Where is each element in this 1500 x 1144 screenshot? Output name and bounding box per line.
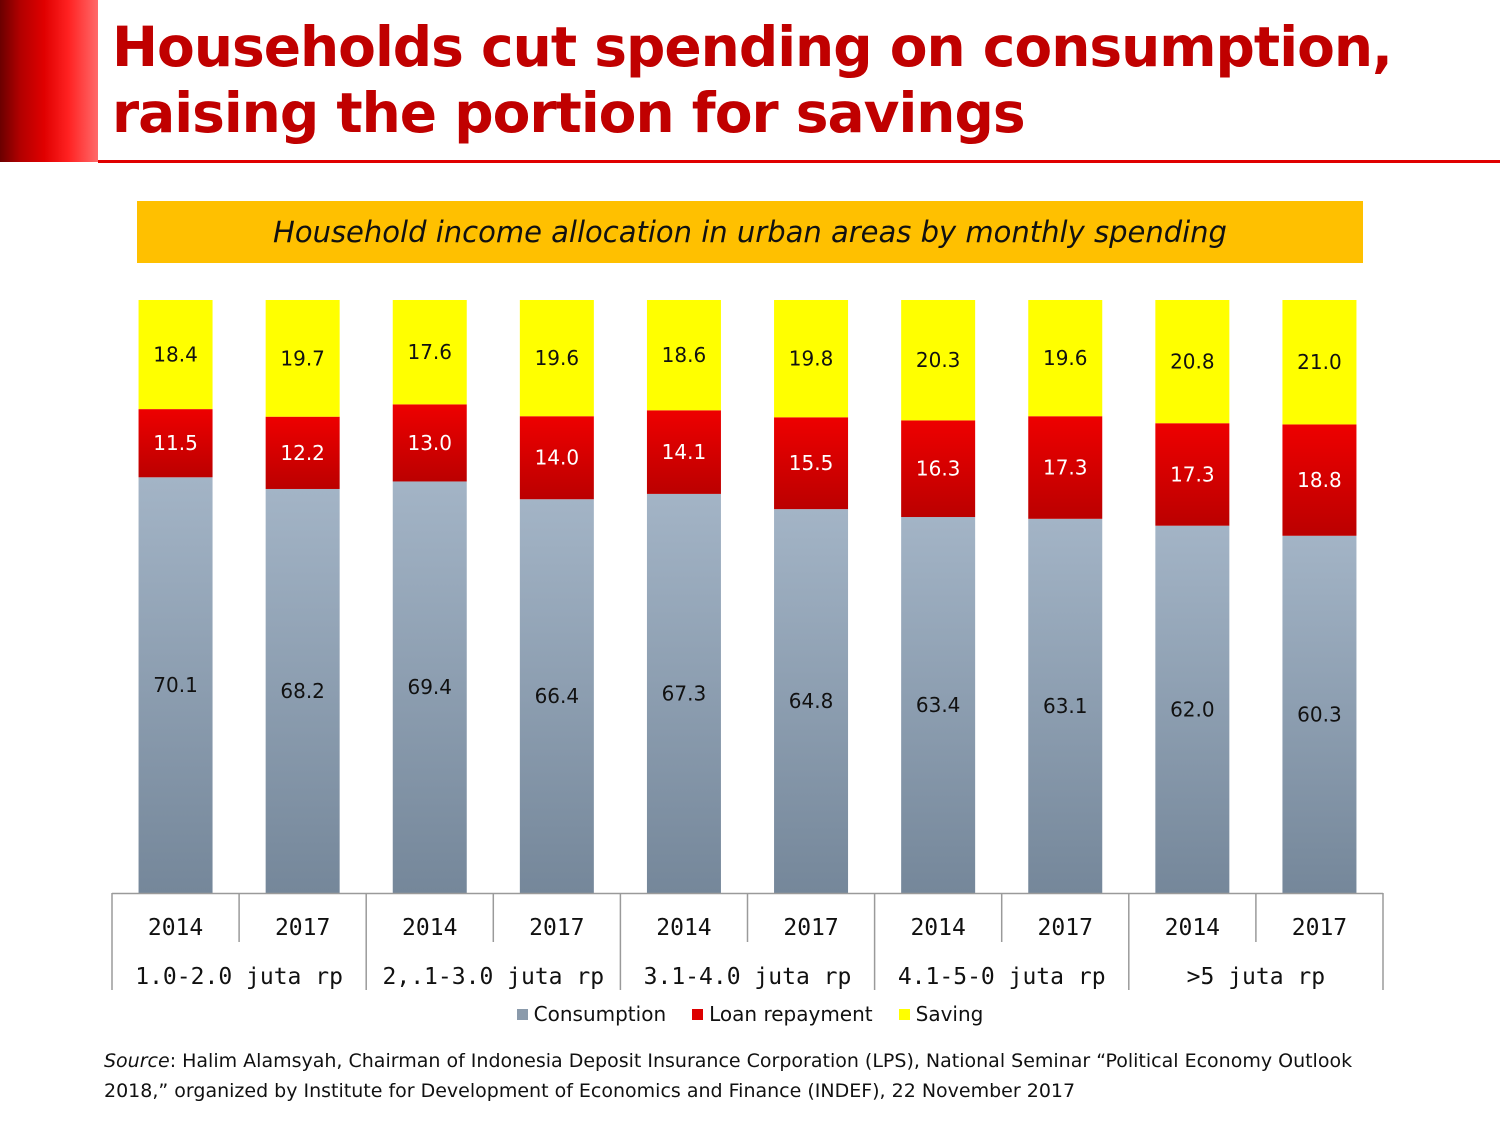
bar-consumption-8 bbox=[1155, 525, 1230, 893]
data-label-saving-0: 18.4 bbox=[153, 343, 198, 367]
tick-label-7: 2017 bbox=[1038, 915, 1093, 941]
bar-consumption-1 bbox=[265, 488, 340, 893]
bar-consumption-2 bbox=[392, 481, 467, 893]
data-label-consumption-5: 64.8 bbox=[789, 689, 834, 713]
title-line-2: raising the portion for savings bbox=[112, 81, 1026, 145]
data-label-loan-repayment-4: 14.1 bbox=[662, 440, 707, 464]
data-label-saving-5: 19.8 bbox=[789, 347, 834, 371]
legend-swatch-saving bbox=[898, 1008, 910, 1020]
source-text: : Halim Alamsyah, Chairman of Indonesia … bbox=[104, 1050, 1353, 1102]
data-label-loan-repayment-6: 16.3 bbox=[916, 457, 961, 481]
bar-saving-5 bbox=[774, 300, 849, 418]
data-label-loan-repayment-5: 15.5 bbox=[789, 451, 834, 475]
stacked-bar-chart: 70.1 11.5 18.4 68.2 12.2 19.7 69.4 13.0 17.6 66.4… bbox=[111, 300, 1384, 990]
bar-saving-1 bbox=[265, 300, 340, 417]
bar-loan-repayment-4 bbox=[646, 410, 721, 494]
bar-loan-repayment-8 bbox=[1155, 423, 1230, 526]
chart-subtitle-band: Household income allocation in urban are… bbox=[137, 201, 1363, 263]
tick-label-6: 2014 bbox=[910, 915, 965, 941]
data-label-saving-2: 17.6 bbox=[407, 340, 452, 364]
legend-item-consumption: Consumption bbox=[516, 1002, 667, 1026]
group-label-1: 2,.1-3.0 juta rp bbox=[383, 964, 605, 990]
bar-loan-repayment-1 bbox=[265, 416, 340, 489]
bar-loan-repayment-9 bbox=[1282, 424, 1357, 536]
bar-consumption-5 bbox=[774, 509, 849, 893]
legend-item-loan-repayment: Loan repayment bbox=[692, 1002, 873, 1026]
data-label-saving-8: 20.8 bbox=[1170, 350, 1215, 374]
chart-subtitle: Household income allocation in urban are… bbox=[273, 215, 1227, 249]
data-label-consumption-6: 63.4 bbox=[916, 693, 961, 717]
bar-loan-repayment-3 bbox=[519, 416, 594, 500]
category-axis: 2014 2017 2014 2017 2014 2017 2014 2017 2014 2017… bbox=[111, 892, 1384, 990]
chart-legend: Consumption Loan repayment Saving bbox=[0, 1000, 1500, 1028]
group-label-2: 3.1-4.0 juta rp bbox=[644, 964, 852, 990]
bar-loan-repayment-5 bbox=[774, 417, 849, 510]
data-label-loan-repayment-0: 11.5 bbox=[153, 431, 198, 455]
bar-consumption-0 bbox=[138, 477, 213, 893]
tick-label-9: 2017 bbox=[1292, 915, 1347, 941]
bar-loan-repayment-7 bbox=[1028, 416, 1103, 519]
bars-layer: 70.1 11.5 18.4 68.2 12.2 19.7 69.4 13.0 17.6 66.4… bbox=[138, 300, 1357, 893]
data-label-consumption-1: 68.2 bbox=[280, 679, 325, 703]
title-line-1: Households cut spending on consumption, bbox=[112, 15, 1393, 79]
bar-saving-4 bbox=[646, 300, 721, 411]
bar-consumption-4 bbox=[646, 493, 721, 893]
data-label-consumption-9: 60.3 bbox=[1297, 702, 1342, 726]
data-label-consumption-7: 63.1 bbox=[1043, 694, 1088, 718]
bar-consumption-7 bbox=[1028, 518, 1103, 893]
bar-consumption-3 bbox=[519, 499, 594, 893]
tick-label-0: 2014 bbox=[148, 915, 203, 941]
tick-label-5: 2017 bbox=[783, 915, 838, 941]
tick-label-2: 2014 bbox=[402, 915, 457, 941]
bar-loan-repayment-2 bbox=[392, 404, 467, 482]
tick-label-1: 2017 bbox=[275, 915, 330, 941]
bar-saving-7 bbox=[1028, 300, 1103, 417]
data-label-saving-3: 19.6 bbox=[535, 346, 580, 370]
data-label-loan-repayment-3: 14.0 bbox=[535, 446, 580, 470]
bar-saving-3 bbox=[519, 300, 594, 417]
data-label-consumption-2: 69.4 bbox=[407, 675, 452, 699]
data-label-consumption-0: 70.1 bbox=[153, 673, 198, 697]
legend-item-saving: Saving bbox=[898, 1002, 984, 1026]
data-label-saving-1: 19.7 bbox=[280, 346, 325, 370]
legend-swatch-loan-repayment bbox=[692, 1008, 704, 1020]
legend-label-saving: Saving bbox=[915, 1002, 984, 1026]
data-label-loan-repayment-7: 17.3 bbox=[1043, 456, 1088, 480]
bar-saving-6 bbox=[901, 300, 976, 421]
legend-label-consumption: Consumption bbox=[533, 1002, 667, 1026]
data-label-loan-repayment-9: 18.8 bbox=[1297, 468, 1342, 492]
data-label-consumption-3: 66.4 bbox=[535, 684, 580, 708]
bar-saving-9 bbox=[1282, 300, 1357, 425]
bar-consumption-6 bbox=[901, 517, 976, 893]
data-label-loan-repayment-1: 12.2 bbox=[280, 441, 325, 465]
bar-loan-repayment-0 bbox=[138, 409, 213, 478]
page-title: Households cut spending on consumption, … bbox=[112, 14, 1393, 146]
left-accent-bar bbox=[0, 0, 98, 162]
tick-label-3: 2017 bbox=[529, 915, 584, 941]
source-label: Source bbox=[104, 1050, 170, 1072]
data-label-loan-repayment-2: 13.0 bbox=[407, 431, 452, 455]
legend-label-loan-repayment: Loan repayment bbox=[709, 1002, 873, 1026]
group-label-0: 1.0-2.0 juta rp bbox=[135, 964, 343, 990]
title-divider bbox=[98, 160, 1500, 163]
group-label-4: >5 juta rp bbox=[1187, 964, 1325, 990]
data-label-loan-repayment-8: 17.3 bbox=[1170, 462, 1215, 486]
legend-swatch-consumption bbox=[516, 1008, 528, 1020]
tick-label-4: 2014 bbox=[656, 915, 711, 941]
data-label-consumption-8: 62.0 bbox=[1170, 697, 1215, 721]
bar-saving-0 bbox=[138, 300, 213, 410]
bar-loan-repayment-6 bbox=[901, 420, 976, 518]
source-note: Source: Halim Alamsyah, Chairman of Indo… bbox=[104, 1046, 1404, 1106]
data-label-saving-6: 20.3 bbox=[916, 348, 961, 372]
data-label-saving-9: 21.0 bbox=[1297, 350, 1342, 374]
bar-saving-8 bbox=[1155, 300, 1230, 424]
bar-consumption-9 bbox=[1282, 535, 1357, 893]
data-label-saving-7: 19.6 bbox=[1043, 346, 1088, 370]
group-label-3: 4.1-5-0 juta rp bbox=[898, 964, 1106, 990]
data-label-saving-4: 18.6 bbox=[662, 343, 707, 367]
bar-saving-2 bbox=[392, 300, 467, 405]
tick-label-8: 2014 bbox=[1165, 915, 1220, 941]
data-label-consumption-4: 67.3 bbox=[662, 681, 707, 705]
